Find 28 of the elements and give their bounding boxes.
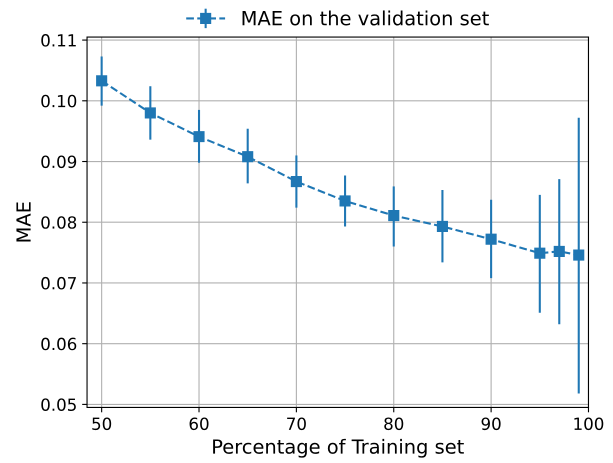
legend-label: MAE on the validation set [242,10,489,26]
point [436,220,448,232]
x-tick-label: 100 [574,417,604,430]
point [573,249,584,261]
point [290,176,302,188]
x-tick-label: 90 [482,417,501,430]
point [534,248,546,259]
y-tick-label: 0.10 [41,94,76,108]
x-tick-label: 80 [384,417,404,430]
y-tick-label: 0.05 [41,398,76,411]
x-tick-label: 50 [92,417,112,430]
y-tick-label: 0.06 [41,338,76,350]
y-tick-label: 0.07 [41,276,76,290]
point [388,210,400,222]
y-tick-label: 0.11 [41,34,76,47]
point [554,246,565,257]
point [486,234,497,245]
x-tick-label: 60 [190,417,209,430]
point [242,151,254,162]
point [144,107,156,118]
point [96,75,108,86]
point [340,195,351,207]
x-axis-title: Percentage of Training set [213,438,464,458]
x-tick-label: 70 [287,417,306,430]
point [193,131,205,142]
y-tick-label: 0.08 [41,216,76,229]
y-axis-title: MAE [16,202,31,242]
y-tick-label: 0.09 [41,155,76,168]
